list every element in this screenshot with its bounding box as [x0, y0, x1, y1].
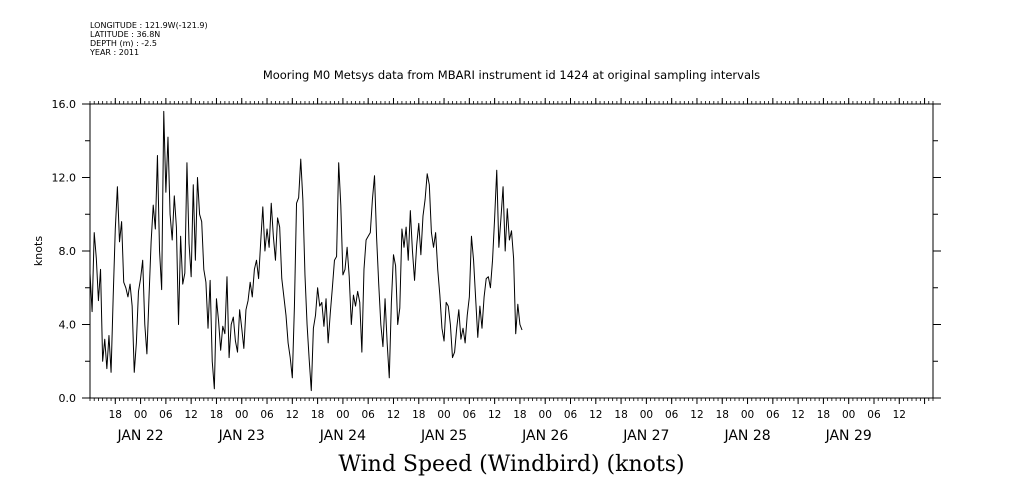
x-hour-tick-label: 00: [741, 409, 754, 421]
x-hour-tick-label: 18: [614, 409, 627, 421]
x-day-label: JAN 24: [319, 428, 366, 444]
x-hour-tick-label: 18: [412, 409, 425, 421]
x-day-label: JAN 29: [825, 428, 872, 444]
x-hour-tick-label: 18: [817, 409, 830, 421]
x-hour-tick-label: 06: [564, 409, 578, 421]
x-hour-tick-label: 06: [362, 409, 376, 421]
metadata-line-depth: DEPTH (m) : -2.5: [90, 39, 157, 48]
y-tick-label: 0.0: [59, 392, 77, 405]
x-hour-tick-label: 18: [210, 409, 223, 421]
plot-frame: [89, 103, 934, 399]
x-hour-tick-label: 00: [640, 409, 653, 421]
x-axis-caption: Wind Speed (Windbird) (knots): [338, 452, 685, 477]
x-hour-tick-label: 12: [184, 409, 197, 421]
x-hour-tick-label: 18: [109, 409, 122, 421]
x-hour-tick-label: 00: [842, 409, 855, 421]
x-hour-tick-label: 12: [387, 409, 400, 421]
x-hour-tick-label: 12: [690, 409, 703, 421]
chart-title-wrap: Mooring M0 Metsys data from MBARI instru…: [0, 68, 1009, 82]
x-hour-tick-label: 06: [260, 409, 274, 421]
x-hour-tick-label: 12: [488, 409, 501, 421]
x-hour-tick-label: 12: [893, 409, 906, 421]
metadata-line-year: YEAR : 2011: [90, 48, 140, 57]
series-line: [89, 110, 523, 392]
x-hour-tick-label: 12: [286, 409, 299, 421]
x-day-label: JAN 28: [723, 428, 770, 444]
y-axis-label: knots: [32, 236, 45, 266]
x-hour-tick-label: 06: [766, 409, 780, 421]
x-hour-tick-label: 00: [134, 409, 147, 421]
metadata-line-latitude: LATITUDE : 36.8N: [90, 30, 161, 39]
x-day-label: JAN 27: [622, 428, 669, 444]
x-hour-tick-label: 12: [791, 409, 804, 421]
y-tick-label: 8.0: [59, 245, 77, 258]
x-hour-tick-label: 18: [716, 409, 729, 421]
x-hour-tick-label: 18: [513, 409, 526, 421]
metadata-line-longitude: LONGITUDE : 121.9W(-121.9): [90, 21, 208, 30]
x-hour-tick-label: 06: [463, 409, 477, 421]
y-tick-label: 4.0: [59, 319, 77, 332]
x-hour-tick-label: 12: [589, 409, 602, 421]
x-hour-tick-label: 06: [159, 409, 173, 421]
y-tick-label: 12.0: [52, 172, 77, 185]
x-day-label: JAN 25: [420, 428, 467, 444]
x-hour-tick-label: 06: [665, 409, 679, 421]
x-hour-tick-label: 00: [539, 409, 552, 421]
metadata-block: LONGITUDE : 121.9W(-121.9) LATITUDE : 36…: [90, 21, 208, 57]
x-hour-tick-label: 06: [867, 409, 881, 421]
y-tick-label: 16.0: [52, 98, 77, 111]
x-hour-tick-label: 00: [437, 409, 450, 421]
x-day-label: JAN 23: [218, 428, 265, 444]
x-hour-tick-label: 00: [336, 409, 349, 421]
x-axis-caption-wrap: Wind Speed (Windbird) (knots): [0, 452, 1009, 477]
chart-title: Mooring M0 Metsys data from MBARI instru…: [262, 68, 761, 82]
x-day-label: JAN 26: [521, 428, 568, 444]
x-hour-tick-label: 18: [311, 409, 324, 421]
x-hour-tick-label: 00: [235, 409, 248, 421]
x-day-label: JAN 22: [116, 428, 163, 444]
